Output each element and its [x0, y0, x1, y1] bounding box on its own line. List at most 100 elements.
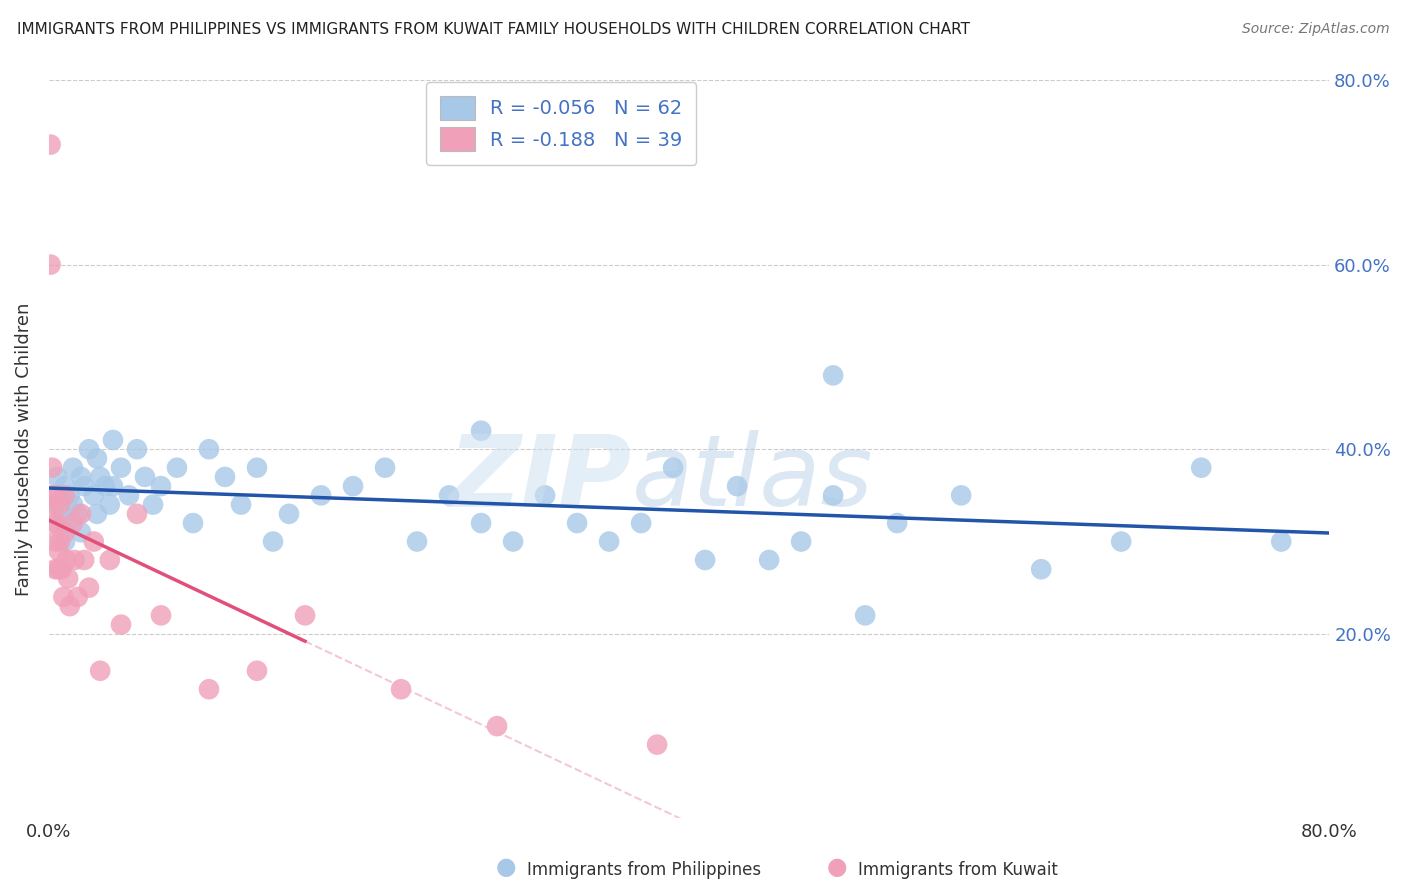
Text: ●: ● — [827, 855, 846, 879]
Point — [198, 682, 221, 697]
Point — [51, 562, 73, 576]
Point — [142, 498, 165, 512]
Point — [94, 479, 117, 493]
Point — [48, 543, 70, 558]
Point — [48, 562, 70, 576]
Point — [150, 608, 173, 623]
Point — [950, 488, 973, 502]
Point — [46, 470, 69, 484]
Point — [886, 516, 908, 530]
Point — [66, 507, 89, 521]
Point — [39, 137, 62, 152]
Point — [565, 516, 588, 530]
Point — [46, 488, 69, 502]
Point — [853, 608, 876, 623]
Point — [1270, 534, 1292, 549]
Point — [125, 442, 148, 457]
Point — [246, 460, 269, 475]
Point — [86, 451, 108, 466]
Point — [294, 608, 316, 623]
Point — [59, 599, 82, 614]
Point — [534, 488, 557, 502]
Point — [110, 617, 132, 632]
Point — [77, 442, 100, 457]
Point — [262, 534, 284, 549]
Point — [46, 498, 69, 512]
Text: atlas: atlas — [631, 430, 873, 527]
Point — [389, 682, 412, 697]
Point — [83, 488, 105, 502]
Point — [486, 719, 509, 733]
Point — [51, 507, 73, 521]
Point — [342, 479, 364, 493]
Text: Immigrants from Kuwait: Immigrants from Kuwait — [858, 861, 1057, 879]
Point — [181, 516, 204, 530]
Text: Source: ZipAtlas.com: Source: ZipAtlas.com — [1241, 22, 1389, 37]
Point — [83, 534, 105, 549]
Legend: R = -0.056   N = 62, R = -0.188   N = 39: R = -0.056 N = 62, R = -0.188 N = 39 — [426, 82, 696, 165]
Point — [645, 738, 668, 752]
Point — [44, 534, 66, 549]
Point — [406, 534, 429, 549]
Point — [59, 488, 82, 502]
Point — [53, 525, 76, 540]
Point — [49, 534, 72, 549]
Point — [662, 460, 685, 475]
Point — [98, 553, 121, 567]
Point — [53, 534, 76, 549]
Point — [41, 460, 63, 475]
Point — [470, 516, 492, 530]
Point — [125, 507, 148, 521]
Point — [470, 424, 492, 438]
Point — [1189, 460, 1212, 475]
Point — [42, 498, 65, 512]
Point — [198, 442, 221, 457]
Point — [150, 479, 173, 493]
Point — [790, 534, 813, 549]
Point — [46, 516, 69, 530]
Point — [89, 470, 111, 484]
Point — [278, 507, 301, 521]
Point — [214, 470, 236, 484]
Point — [39, 258, 62, 272]
Point — [86, 507, 108, 521]
Point — [502, 534, 524, 549]
Point — [77, 581, 100, 595]
Point — [70, 470, 93, 484]
Point — [53, 479, 76, 493]
Point — [44, 562, 66, 576]
Point — [118, 488, 141, 502]
Text: IMMIGRANTS FROM PHILIPPINES VS IMMIGRANTS FROM KUWAIT FAMILY HOUSEHOLDS WITH CHI: IMMIGRANTS FROM PHILIPPINES VS IMMIGRANT… — [17, 22, 970, 37]
Point — [437, 488, 460, 502]
Point — [246, 664, 269, 678]
Point — [101, 433, 124, 447]
Point — [110, 460, 132, 475]
Point — [374, 460, 396, 475]
Point — [166, 460, 188, 475]
Point — [73, 479, 96, 493]
Point — [98, 498, 121, 512]
Text: Immigrants from Philippines: Immigrants from Philippines — [527, 861, 762, 879]
Point — [53, 488, 76, 502]
Point — [134, 470, 156, 484]
Y-axis label: Family Households with Children: Family Households with Children — [15, 302, 32, 596]
Point — [53, 516, 76, 530]
Text: ●: ● — [496, 855, 516, 879]
Point — [229, 498, 252, 512]
Point — [62, 498, 84, 512]
Point — [630, 516, 652, 530]
Point — [49, 498, 72, 512]
Point — [41, 488, 63, 502]
Point — [42, 516, 65, 530]
Point — [89, 664, 111, 678]
Point — [823, 488, 845, 502]
Point — [1031, 562, 1053, 576]
Point — [73, 553, 96, 567]
Point — [1109, 534, 1132, 549]
Point — [309, 488, 332, 502]
Point — [56, 571, 79, 585]
Point — [62, 516, 84, 530]
Point — [66, 590, 89, 604]
Point — [55, 553, 77, 567]
Point — [70, 525, 93, 540]
